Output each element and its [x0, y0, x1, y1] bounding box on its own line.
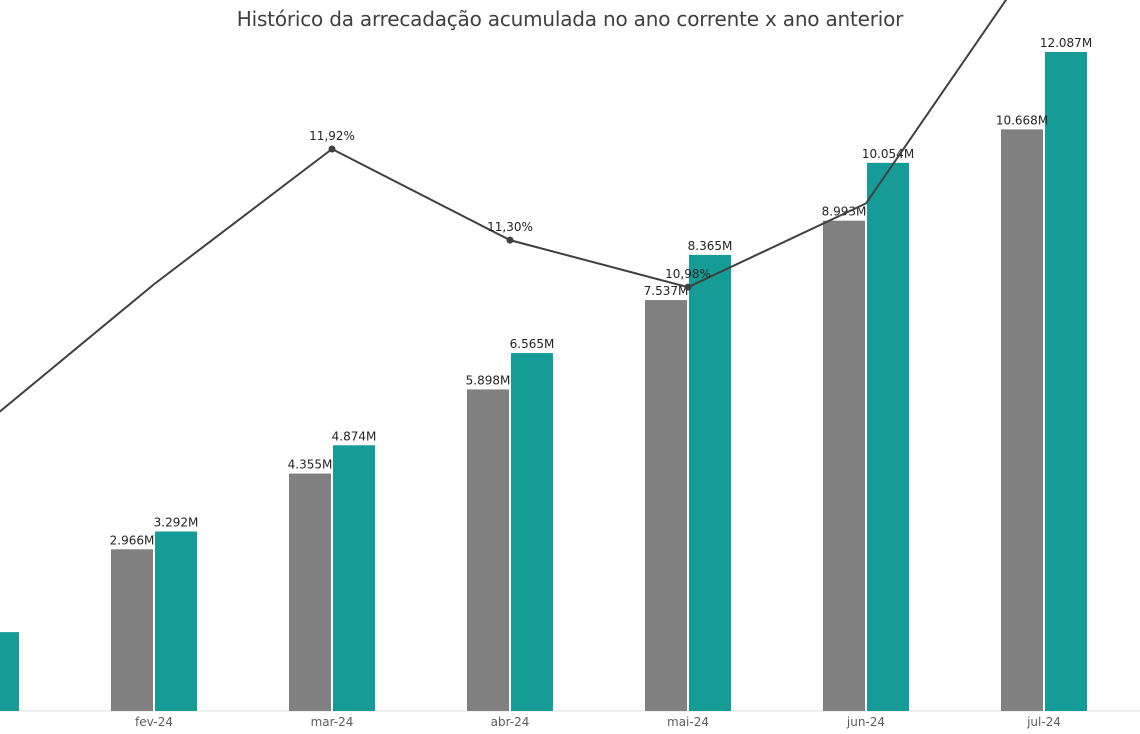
bar-previous-mar-24[interactable]	[289, 473, 331, 711]
line-label-mar-24: 11,92%	[309, 129, 355, 143]
label-previous-mai-24: 7.537M	[644, 284, 689, 298]
bar-current-jul-24[interactable]	[1045, 52, 1087, 711]
line-point-mai-24[interactable]	[684, 283, 692, 291]
label-previous-fev-24: 2.966M	[110, 533, 155, 547]
growth-line-series: 11,92%11,30%10,98%13,31%	[0, 0, 1008, 413]
bar-current-jun-24[interactable]	[867, 162, 909, 711]
bar-previous-mai-24[interactable]	[645, 300, 687, 711]
x-tick-fev-24: fev-24	[135, 715, 173, 729]
label-current-mai-24: 8.365M	[688, 239, 733, 253]
label-current-fev-24: 3.292M	[154, 516, 199, 530]
line-point-abr-24[interactable]	[506, 236, 514, 244]
label-current-mar-24: 4.874M	[332, 429, 377, 443]
bar-current-mai-24[interactable]	[689, 254, 731, 712]
bars-current-year	[0, 52, 1087, 712]
chart-title: Histórico da arrecadação acumulada no an…	[236, 7, 904, 31]
bar-current-mar-24[interactable]	[333, 445, 375, 711]
bar-current-abr-24[interactable]	[511, 353, 553, 711]
x-tick-mai-24: mai-24	[667, 715, 709, 729]
label-previous-jul-24: 10.668M	[996, 113, 1048, 127]
label-current-jul-24: 12.087M	[1040, 36, 1092, 50]
x-tick-abr-24: abr-24	[491, 715, 530, 729]
x-axis-ticks: fev-24 mar-24 abr-24 mai-24 jun-24 jul-24	[135, 715, 1061, 729]
x-tick-jun-24: jun-24	[846, 715, 885, 729]
bar-current-fev-24[interactable]	[155, 531, 197, 711]
line-point-mar-24[interactable]	[328, 145, 336, 153]
bar-data-labels: 7M2.966M3.292M4.355M4.874M5.898M6.565M7.…	[110, 36, 1093, 547]
label-current-abr-24: 6.565M	[510, 337, 555, 351]
bar-previous-jul-24[interactable]	[1001, 129, 1043, 711]
x-tick-jul-24: jul-24	[1026, 715, 1061, 729]
label-previous-mar-24: 4.355M	[288, 458, 333, 472]
line-label-mai-24: 10,98%	[665, 267, 711, 281]
bar-current-jan-24[interactable]	[0, 632, 19, 711]
label-previous-abr-24: 5.898M	[466, 373, 511, 387]
label-current-jun-24: 10.054M	[862, 147, 914, 161]
bar-previous-jun-24[interactable]	[823, 220, 865, 712]
bars-previous-year	[111, 129, 1043, 712]
bar-previous-fev-24[interactable]	[111, 549, 153, 711]
x-tick-mar-24: mar-24	[311, 715, 354, 729]
bar-previous-abr-24[interactable]	[467, 389, 509, 711]
line-label-abr-24: 11,30%	[487, 220, 533, 234]
